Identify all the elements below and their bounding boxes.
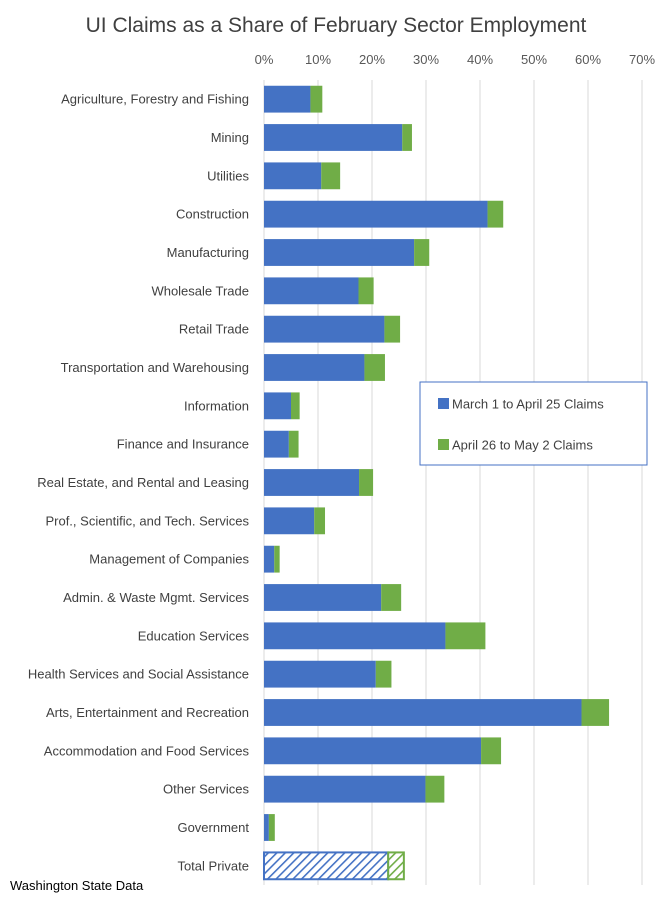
x-tick-label: 70%	[629, 52, 655, 67]
x-tick-label: 20%	[359, 52, 385, 67]
bar-transportation-and-warehousing-series-2	[364, 354, 385, 381]
category-label: Utilities	[207, 168, 249, 183]
bar-transportation-and-warehousing-series-1	[264, 354, 365, 381]
bar-health-services-and-social-assistance-series-2	[375, 660, 392, 688]
category-label: Finance and Insurance	[117, 437, 249, 452]
bar-other-services-series-2	[425, 775, 445, 803]
bar-health-services-and-social-assistance-series-1	[264, 660, 376, 688]
category-label: Admin. & Waste Mgmt. Services	[63, 590, 249, 605]
legend-label-march-april: March 1 to April 25 Claims	[452, 397, 604, 412]
bar-other-services-series-1	[264, 775, 426, 803]
category-label: Mining	[211, 130, 249, 145]
x-tick-label: 50%	[521, 52, 547, 67]
bar-prof-scientific-and-tech-services-series-1	[264, 507, 315, 535]
bar-admin-waste-mgmt-services-series-2	[381, 584, 402, 611]
bar-wholesale-trade-series-2	[358, 277, 374, 305]
bar-admin-waste-mgmt-services-series-1	[264, 584, 382, 611]
category-label: Wholesale Trade	[151, 283, 249, 298]
bar-arts-entertainment-and-recreation-series-1	[264, 699, 582, 726]
x-tick-label: 0%	[255, 52, 274, 67]
category-label: Government	[177, 820, 249, 835]
bar-information-series-2	[291, 392, 300, 420]
bar-construction-series-2	[487, 200, 504, 228]
bar-manufacturing-series-2	[414, 239, 430, 266]
bar-wholesale-trade-series-1	[264, 277, 359, 305]
bar-utilities-series-1	[264, 162, 322, 190]
legend-frame	[419, 381, 648, 466]
category-label: Accommodation and Food Services	[44, 743, 250, 758]
x-tick-label: 10%	[305, 52, 331, 67]
bar-mining-series-1	[264, 124, 403, 151]
category-label: Manufacturing	[167, 245, 249, 260]
bar-prof-scientific-and-tech-services-series-2	[314, 507, 326, 535]
bar-total-private-series-1	[263, 851, 390, 881]
legend-swatch-april-may	[438, 439, 449, 450]
category-label: Prof., Scientific, and Tech. Services	[45, 513, 249, 528]
bar-management-of-companies-series-1	[264, 545, 275, 573]
bars	[263, 85, 610, 881]
bar-information-series-1	[264, 392, 291, 420]
category-label: Real Estate, and Rental and Leasing	[37, 475, 249, 490]
bar-government-series-1	[264, 814, 269, 841]
chart-title: UI Claims as a Share of February Sector …	[86, 14, 587, 37]
x-tick-label: 60%	[575, 52, 601, 67]
bar-government-series-2	[268, 814, 275, 841]
category-label: Total Private	[177, 858, 249, 873]
bar-education-services-series-2	[445, 622, 486, 650]
category-label: Agriculture, Forestry and Fishing	[61, 92, 249, 107]
bar-agriculture-forestry-and-fishing-series-2	[310, 85, 323, 113]
category-label: Other Services	[163, 782, 249, 797]
category-label: Retail Trade	[179, 322, 249, 337]
category-label: Education Services	[138, 628, 250, 643]
bar-finance-and-insurance-series-1	[264, 430, 289, 458]
bar-real-estate-and-rental-and-leasing-series-1	[264, 469, 360, 496]
x-axis-ticks: 0% 10% 20% 30% 40% 50% 60% 70%	[255, 52, 656, 67]
bar-arts-entertainment-and-recreation-series-2	[581, 699, 610, 726]
bar-education-services-series-1	[264, 622, 446, 650]
legend-label-april-may: April 26 to May 2 Claims	[452, 438, 593, 453]
bar-manufacturing-series-1	[264, 239, 415, 266]
source-note: Washington State Data	[10, 878, 144, 893]
bar-accommodation-and-food-services-series-2	[481, 737, 502, 765]
bar-utilities-series-2	[321, 162, 341, 190]
x-tick-label: 30%	[413, 52, 439, 67]
bar-construction-series-1	[264, 200, 488, 228]
bar-mining-series-2	[402, 124, 412, 151]
legend-swatch-march-april	[438, 398, 449, 409]
bar-agriculture-forestry-and-fishing-series-1	[264, 85, 311, 113]
category-label: Construction	[176, 207, 249, 222]
category-labels: Agriculture, Forestry and Fishing Mining U…	[28, 92, 250, 874]
bar-real-estate-and-rental-and-leasing-series-2	[359, 469, 374, 496]
bar-retail-trade-series-2	[384, 315, 401, 343]
bar-retail-trade-series-1	[264, 315, 385, 343]
category-label: Health Services and Social Assistance	[28, 667, 249, 682]
category-label: Management of Companies	[89, 552, 249, 567]
bar-management-of-companies-series-2	[274, 545, 280, 573]
category-label: Arts, Entertainment and Recreation	[46, 705, 249, 720]
bar-total-private-series-2	[387, 851, 405, 881]
bar-finance-and-insurance-series-2	[288, 430, 299, 458]
category-label: Information	[184, 398, 249, 413]
legend: March 1 to April 25 Claims April 26 to M…	[419, 381, 648, 466]
x-tick-label: 40%	[467, 52, 493, 67]
category-label: Transportation and Warehousing	[61, 360, 249, 375]
bar-accommodation-and-food-services-series-1	[264, 737, 482, 765]
